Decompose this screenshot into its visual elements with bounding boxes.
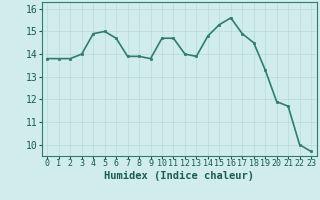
X-axis label: Humidex (Indice chaleur): Humidex (Indice chaleur) bbox=[104, 171, 254, 181]
